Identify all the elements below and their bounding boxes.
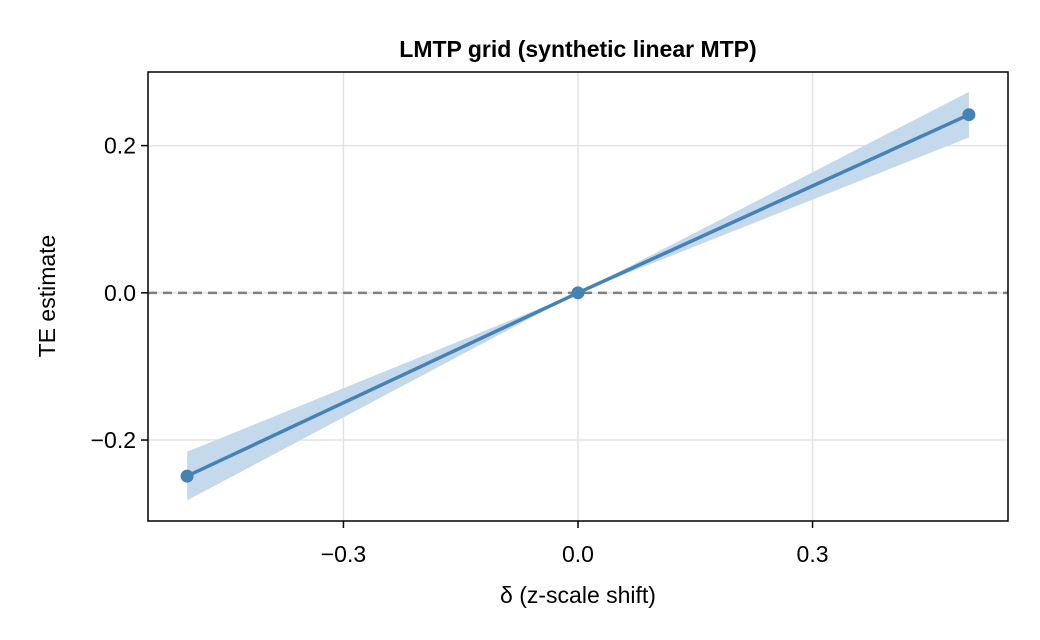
x-axis-ticks: −0.3 0.0 0.3 bbox=[321, 521, 829, 567]
y-tick-label-0: −0.2 bbox=[91, 427, 136, 453]
data-point-2 bbox=[962, 108, 975, 121]
y-axis-ticks: −0.2 0.0 0.2 bbox=[91, 133, 148, 453]
y-axis-label: TE estimate bbox=[34, 235, 60, 358]
y-tick-label-2: 0.2 bbox=[104, 133, 136, 159]
x-axis-label: δ (z-scale shift) bbox=[500, 582, 656, 608]
data-point-0 bbox=[181, 470, 194, 483]
chart-title: LMTP grid (synthetic linear MTP) bbox=[399, 36, 756, 62]
x-tick-label-0: −0.3 bbox=[321, 541, 366, 567]
y-tick-label-1: 0.0 bbox=[104, 280, 136, 306]
x-tick-label-2: 0.3 bbox=[797, 541, 829, 567]
x-tick-label-1: 0.0 bbox=[562, 541, 594, 567]
data-point-1 bbox=[572, 286, 585, 299]
